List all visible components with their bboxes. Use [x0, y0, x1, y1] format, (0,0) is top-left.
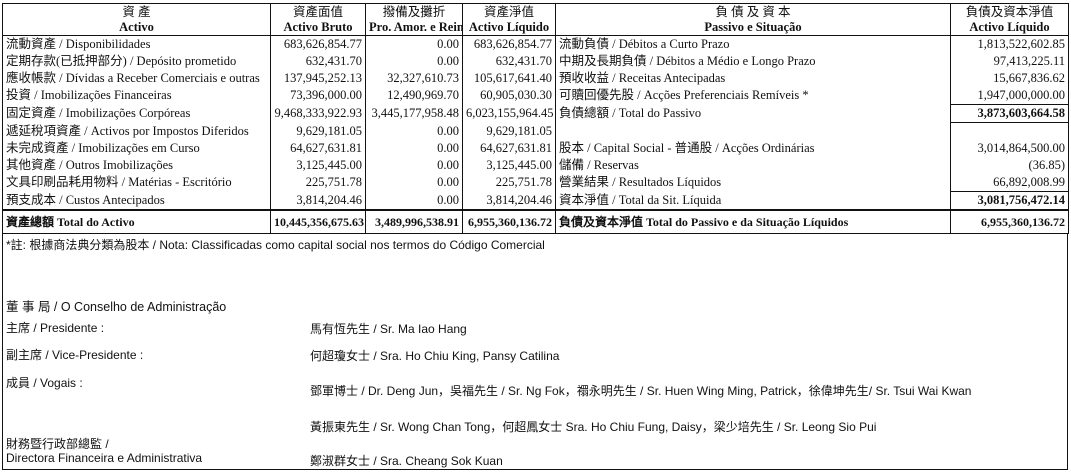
- net-value: 60,905,030.30: [462, 87, 556, 105]
- net-value: 64,627,631.81: [462, 140, 556, 157]
- net-value: 3,814,204.46: [462, 191, 556, 210]
- director-label-1: 財務暨行政部總監 /: [6, 437, 109, 451]
- table-row: 投資 / Imobilizações Financeiras 73,396,000…: [2, 87, 1069, 105]
- members-line-2: 黃振東先生 / Sr. Wong Chan Tong，何超鳳女士 Sra. Ho…: [310, 420, 877, 434]
- gross-value: 137,945,252.13: [270, 70, 366, 87]
- asset-label: 固定資產 / Imobilizações Corpóreas: [2, 104, 271, 123]
- asset-label: 其他資產 / Outros Imobilizações: [2, 157, 271, 174]
- liab-label: 流動負債 / Débitos a Curto Prazo: [555, 35, 951, 53]
- table-row: 定期存款(已抵押部分) / Depósito prometido 632,431.…: [2, 53, 1069, 70]
- gross-value: 3,125,445.00: [270, 157, 366, 174]
- amort-value: 0.00: [365, 122, 463, 140]
- liab-label: 股本 / Capital Social - 普通股 / Acções Ordin…: [555, 140, 951, 157]
- col-liabnet: 負債及資本淨值 Activo Líquido: [950, 3, 1069, 36]
- net-value: 632,431.70: [462, 53, 556, 70]
- amort-value: 0.00: [365, 35, 463, 53]
- amort-value: 12,490,969.70: [365, 87, 463, 105]
- table-row: 應收帳款 / Dívidas a Receber Comerciais e ou…: [2, 70, 1069, 87]
- total-row: 資產總額 Total do Activo 10,445,356,675.63 3…: [2, 209, 1069, 234]
- liab-value: 15,667,836.62: [950, 70, 1069, 87]
- amort-value: 3,445,177,958.48: [365, 104, 463, 123]
- vice-name: 何超瓊女士 / Sra. Ho Chiu King, Pansy Catilin…: [310, 349, 560, 363]
- liab-value: (36.85): [950, 157, 1069, 174]
- asset-label: 預支成本 / Custos Antecipados: [2, 191, 271, 210]
- total-net: 6,955,360,136.72: [462, 209, 556, 234]
- table-row: 文具印刷品耗用物料 / Matérias - Escritório 225,751…: [2, 174, 1069, 192]
- gross-value: 632,431.70: [270, 53, 366, 70]
- liab-value: 97,413,225.11: [950, 53, 1069, 70]
- balance-sheet: 資 產 Activo 資產面值 Activo Bruto 撥備及攤折 Pro. Amo…: [2, 3, 1069, 256]
- table-row: 固定資產 / Imobilizações Corpóreas 9,468,333,…: [2, 104, 1069, 123]
- liab-label: 預收收益 / Receitas Antecipadas: [555, 70, 951, 87]
- net-value: 105,617,641.40: [462, 70, 556, 87]
- liab-label: 營業結果 / Resultados Líquidos: [555, 174, 951, 192]
- net-value: 225,751.78: [462, 174, 556, 192]
- total-label: 資產總額 Total do Activo: [2, 209, 271, 234]
- president-label: 主席 / Presidente :: [6, 321, 105, 335]
- asset-label: 定期存款(已抵押部分) / Depósito prometido: [2, 53, 271, 70]
- total-gross: 10,445,356,675.63: [270, 209, 366, 234]
- president-name: 馬有恆先生 / Sr. Ma Iao Hang: [310, 322, 467, 336]
- amort-value: 0.00: [365, 191, 463, 210]
- liab-value: 1,947,000,000.00: [950, 87, 1069, 105]
- gross-value: 3,814,204.46: [270, 191, 366, 210]
- net-value: 3,125,445.00: [462, 157, 556, 174]
- asset-label: 應收帳款 / Dívidas a Receber Comerciais e ou…: [2, 70, 271, 87]
- gross-value: 64,627,631.81: [270, 140, 366, 157]
- col-net: 資產淨值 Activo Líquido: [462, 3, 556, 36]
- col-liab: 負 債 及 資 本 Passivo e Situação: [555, 3, 951, 36]
- liab-label: [555, 122, 951, 140]
- liab-value: [950, 122, 1069, 140]
- table-row: 未完成資產 / Imobilizações em Curso 64,627,631…: [2, 140, 1069, 157]
- members-line-1: 鄧軍博士 / Dr. Deng Jun，吳福先生 / Sr. Ng Fok，禤永…: [310, 384, 972, 398]
- liab-label: 負債總額 / Total do Passivo: [555, 104, 951, 123]
- liab-label: 儲備 / Reservas: [555, 157, 951, 174]
- net-value: 9,629,181.05: [462, 122, 556, 140]
- table-row: 預支成本 / Custos Antecipados 3,814,204.46 0.0…: [2, 191, 1069, 211]
- board-title: 董 事 局 / O Conselho de Administração: [6, 300, 227, 314]
- table-header: 資 產 Activo 資產面值 Activo Bruto 撥備及攤折 Pro. Amo…: [2, 3, 1069, 36]
- director-name: 鄭淑群女士 / Sra. Cheang Sok Kuan: [310, 454, 503, 468]
- col-assets: 資 產 Activo: [2, 3, 271, 36]
- asset-label: 文具印刷品耗用物料 / Matérias - Escritório: [2, 174, 271, 192]
- liab-value: 3,014,864,500.00: [950, 140, 1069, 157]
- asset-label: 未完成資產 / Imobilizações em Curso: [2, 140, 271, 157]
- table-row: 流動資產 / Disponibilidades 683,626,854.77 0.0…: [2, 35, 1069, 53]
- amort-value: 0.00: [365, 53, 463, 70]
- amort-value: 0.00: [365, 140, 463, 157]
- total-liab-label: 負債及資本淨值 Total do Passivo e da Situação L…: [555, 209, 951, 234]
- liab-label: 資本淨值 / Total da Sit. Líquida: [555, 191, 951, 210]
- gross-value: 9,468,333,922.93: [270, 104, 366, 123]
- vice-label: 副主席 / Vice-Presidente :: [6, 348, 144, 362]
- gross-value: 9,629,181.05: [270, 122, 366, 140]
- liab-value: 1,813,522,602.85: [950, 35, 1069, 53]
- liab-value: 3,081,756,472.14: [950, 191, 1069, 211]
- liab-value: 66,892,008.99: [950, 174, 1069, 192]
- liab-label: 可贖回優先股 / Acções Preferenciais Remíveis *: [555, 87, 951, 105]
- balance-table: 資 產 Activo 資產面值 Activo Bruto 撥備及攤折 Pro. Amo…: [2, 3, 1069, 234]
- members-label: 成員 / Vogais :: [6, 376, 83, 390]
- asset-label: 流動資產 / Disponibilidades: [2, 35, 271, 53]
- net-value: 6,023,155,964.45: [462, 104, 556, 123]
- board-frame: [2, 256, 1068, 470]
- asset-label: 投資 / Imobilizações Financeiras: [2, 87, 271, 105]
- director-label-2: Directora Financeira e Administrativa: [6, 451, 203, 465]
- total-liab-value: 6,955,360,136.72: [950, 209, 1069, 234]
- amort-value: 0.00: [365, 174, 463, 192]
- liab-label: 中期及長期負債 / Débitos a Médio e Longo Prazo: [555, 53, 951, 70]
- asset-label: 遞延稅項資產 / Activos por Impostos Diferidos: [2, 122, 271, 140]
- col-gross: 資產面值 Activo Bruto: [270, 3, 366, 36]
- amort-value: 32,327,610.73: [365, 70, 463, 87]
- gross-value: 225,751.78: [270, 174, 366, 192]
- gross-value: 683,626,854.77: [270, 35, 366, 53]
- total-amort: 3,489,996,538.91: [365, 209, 463, 234]
- liab-value: 3,873,603,664.58: [950, 104, 1069, 123]
- net-value: 683,626,854.77: [462, 35, 556, 53]
- gross-value: 73,396,000.00: [270, 87, 366, 105]
- table-row: 遞延稅項資產 / Activos por Impostos Diferidos 9…: [2, 122, 1069, 140]
- amort-value: 0.00: [365, 157, 463, 174]
- footnote: *註: 根據商法典分類為股本 / Nota: Classificadas com…: [2, 234, 1068, 256]
- table-row: 其他資產 / Outros Imobilizações 3,125,445.00 0…: [2, 157, 1069, 174]
